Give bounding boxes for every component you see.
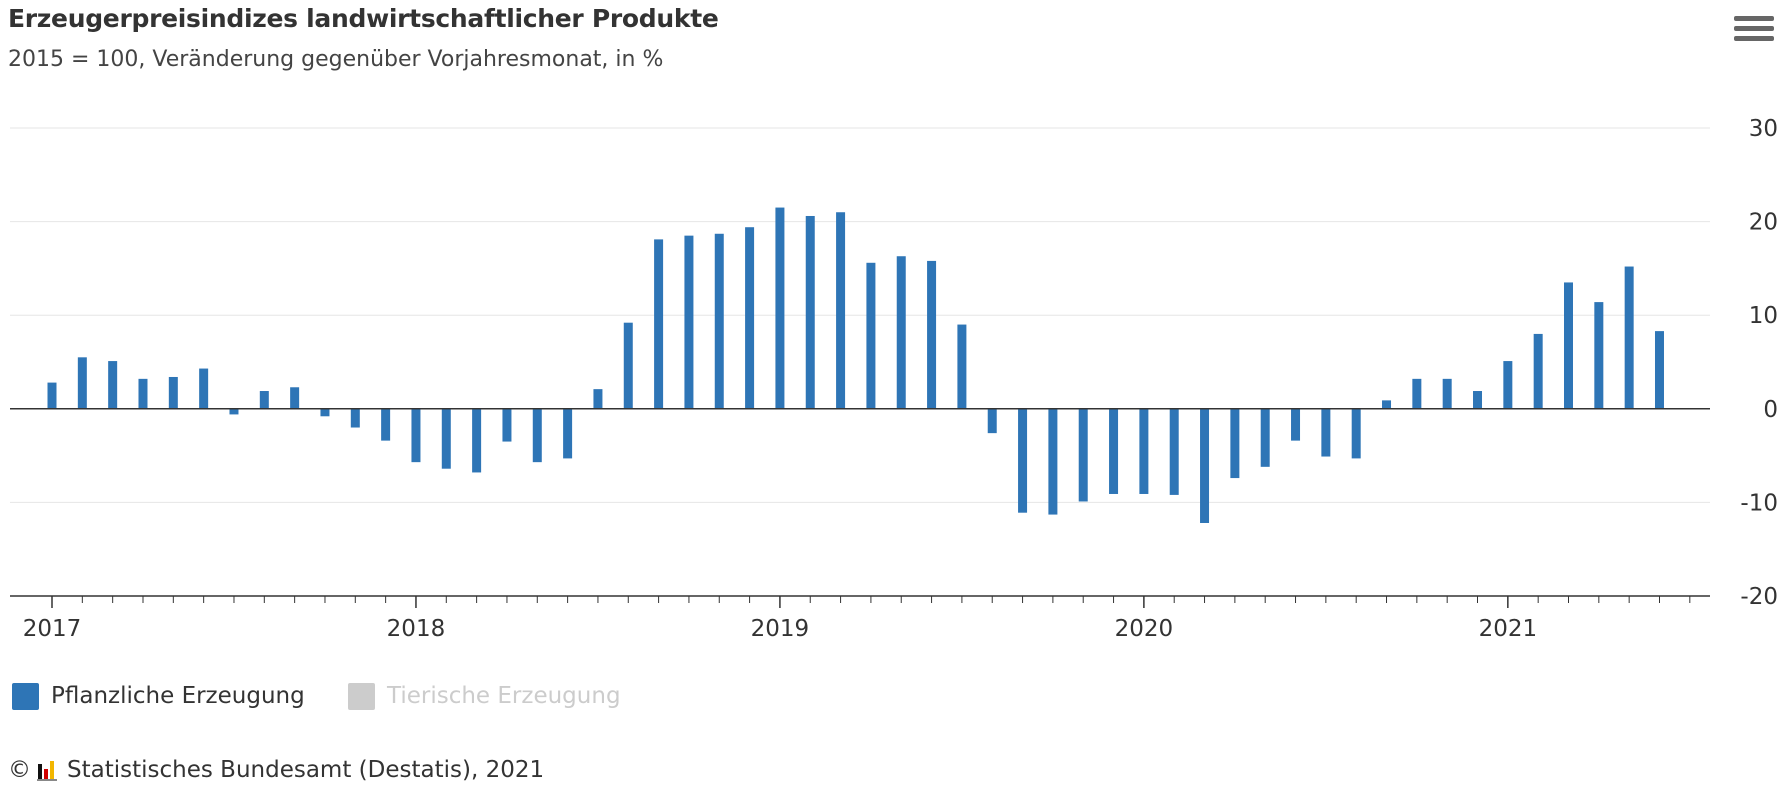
x-axis: 2017 2018 2019 2020 2021 xyxy=(10,408,1710,642)
bar[interactable] xyxy=(1473,391,1483,409)
bar[interactable] xyxy=(1078,408,1088,502)
bar[interactable] xyxy=(502,408,512,442)
bar[interactable] xyxy=(987,408,997,434)
bar[interactable] xyxy=(1382,400,1392,409)
legend-swatch-tierische xyxy=(348,682,375,710)
destatis-logo-icon xyxy=(37,759,59,781)
bar-series xyxy=(47,207,1664,523)
bar[interactable] xyxy=(1351,408,1361,459)
bar[interactable] xyxy=(1230,408,1240,479)
x-tick-label: 2020 xyxy=(1115,616,1174,642)
bar[interactable] xyxy=(229,408,239,415)
bar[interactable] xyxy=(290,387,300,409)
bar[interactable] xyxy=(593,389,603,409)
bar[interactable] xyxy=(77,357,87,409)
bar[interactable] xyxy=(1594,302,1604,409)
y-tick-label: 20 xyxy=(1749,210,1778,236)
bar[interactable] xyxy=(138,378,148,409)
bar[interactable] xyxy=(623,322,633,409)
bar[interactable] xyxy=(654,239,664,409)
copyright-symbol: © xyxy=(8,757,31,783)
x-tick-label: 2017 xyxy=(23,616,82,642)
legend-swatch-pflanzliche xyxy=(12,682,39,710)
x-tick-label: 2019 xyxy=(751,616,810,642)
grid-lines xyxy=(10,127,1710,503)
hamburger-menu-icon[interactable] xyxy=(1734,16,1774,50)
bar[interactable] xyxy=(1564,282,1573,409)
bar[interactable] xyxy=(1018,408,1028,513)
bar[interactable] xyxy=(532,408,542,463)
y-tick-label: 0 xyxy=(1763,397,1778,423)
bar[interactable] xyxy=(381,408,391,441)
bar[interactable] xyxy=(411,408,421,463)
bar[interactable] xyxy=(1260,408,1270,467)
credit-footer[interactable]: © Statistisches Bundesamt (Destatis), 20… xyxy=(8,757,544,783)
chart-subtitle: 2015 = 100, Veränderung gegenüber Vorjah… xyxy=(8,47,664,72)
bar[interactable] xyxy=(714,233,724,409)
bar[interactable] xyxy=(1139,408,1149,494)
bar[interactable] xyxy=(775,207,785,409)
bar[interactable] xyxy=(350,408,360,428)
bar[interactable] xyxy=(199,368,209,409)
bar[interactable] xyxy=(1321,408,1331,457)
bar[interactable] xyxy=(108,361,118,409)
legend-item-tierische[interactable]: Tierische Erzeugung xyxy=(348,680,621,712)
legend-label-tierische: Tierische Erzeugung xyxy=(387,683,621,709)
bar[interactable] xyxy=(927,260,937,409)
bar[interactable] xyxy=(1654,331,1664,409)
bar[interactable] xyxy=(441,408,451,469)
bar[interactable] xyxy=(1412,378,1422,409)
bar[interactable] xyxy=(836,212,846,409)
bar[interactable] xyxy=(320,408,330,417)
bar[interactable] xyxy=(957,324,967,409)
bar[interactable] xyxy=(259,391,269,409)
credit-text: Statistisches Bundesamt (Destatis), 2021 xyxy=(67,757,545,783)
chart-title: Erzeugerpreisindizes landwirtschaftliche… xyxy=(8,4,719,33)
x-tick-label: 2021 xyxy=(1479,616,1538,642)
bar[interactable] xyxy=(866,262,876,409)
bar[interactable] xyxy=(1442,378,1452,409)
bar[interactable] xyxy=(1109,408,1119,494)
bar[interactable] xyxy=(1048,408,1058,515)
y-axis-labels: 30 20 10 0 -10 -20 xyxy=(1740,116,1778,610)
bar[interactable] xyxy=(1169,408,1179,495)
legend-label-pflanzliche: Pflanzliche Erzeugung xyxy=(51,683,305,709)
y-tick-label: 10 xyxy=(1749,303,1778,329)
bar[interactable] xyxy=(805,215,815,409)
y-tick-label: 30 xyxy=(1749,116,1778,142)
legend-item-pflanzliche[interactable]: Pflanzliche Erzeugung xyxy=(12,680,305,712)
bar[interactable] xyxy=(47,382,57,409)
bar[interactable] xyxy=(1200,408,1210,523)
bar[interactable] xyxy=(472,408,482,473)
bar[interactable] xyxy=(1291,408,1301,441)
y-tick-label: -10 xyxy=(1740,490,1778,516)
bar-chart: 2017 2018 2019 2020 2021 30 20 10 0 -10 -20 xyxy=(10,116,1778,642)
bar[interactable] xyxy=(1624,266,1634,409)
bar[interactable] xyxy=(168,376,178,409)
bar[interactable] xyxy=(684,235,694,409)
bar[interactable] xyxy=(745,227,755,409)
bar[interactable] xyxy=(1533,333,1543,409)
y-tick-label: -20 xyxy=(1740,584,1778,610)
bar[interactable] xyxy=(1503,361,1513,409)
x-tick-label: 2018 xyxy=(387,616,446,642)
bar[interactable] xyxy=(563,408,573,459)
bar[interactable] xyxy=(896,256,906,409)
